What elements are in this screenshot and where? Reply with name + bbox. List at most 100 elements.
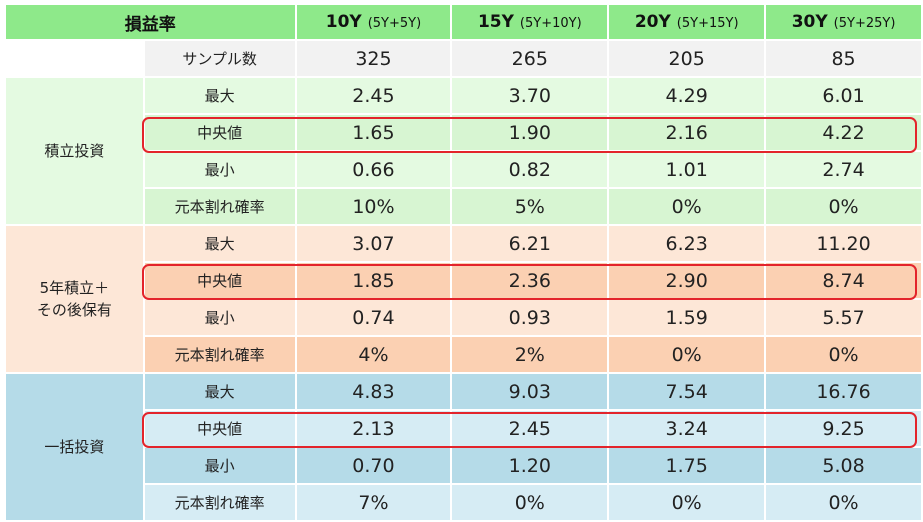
- table-row: 元本割れ確率 7% 0% 0% 0%: [6, 485, 921, 520]
- row-label: サンプル数: [144, 41, 295, 76]
- header-col-name: 30Y: [791, 12, 828, 32]
- cell-value: 5.57: [766, 300, 921, 335]
- header-col-15y: 15Y (5Y+10Y): [452, 5, 608, 39]
- row-label: 元本割れ確率: [144, 485, 295, 520]
- cell-value: 1.90: [452, 115, 608, 150]
- cell-value: 11.20: [766, 226, 921, 261]
- row-label: 中央値: [144, 411, 295, 446]
- cell-value: 1.85: [296, 263, 451, 298]
- cell-value: 2%: [452, 337, 608, 372]
- table-row: 最小 0.70 1.20 1.75 5.08: [6, 448, 921, 483]
- sample-count-row: サンプル数 325 265 205 85: [6, 41, 921, 76]
- cell-value: 205: [609, 41, 765, 76]
- table-row: 一括投資 最大 4.83 9.03 7.54 16.76: [6, 374, 921, 520]
- row-label: 中央値: [144, 263, 295, 298]
- cell-value: 5%: [452, 189, 608, 224]
- cell-value: 325: [296, 41, 451, 76]
- header-col-30y: 30Y (5Y+25Y): [766, 5, 921, 39]
- row-label: 元本割れ確率: [144, 189, 295, 224]
- table-row: 最小 0.66 0.82 1.01 2.74: [6, 152, 921, 187]
- row-label: 最小: [144, 300, 295, 335]
- cell-value: 2.16: [609, 115, 765, 150]
- row-label: 元本割れ確率: [144, 337, 295, 372]
- table-row: 5年積立＋ その後保有 最大 3.07 6.21 6.23 11.20: [6, 226, 921, 372]
- cell-value: 16.76: [766, 374, 921, 409]
- header-row: 損益率 10Y (5Y+5Y) 15Y (5Y+10Y) 20Y (5Y+15Y) 3…: [6, 5, 921, 39]
- cell-value: 0%: [452, 485, 608, 520]
- cell-value: 1.01: [609, 152, 765, 187]
- row-label: 最大: [144, 78, 295, 113]
- cell-value: 3.07: [296, 226, 451, 261]
- header-col-name: 15Y: [477, 12, 514, 32]
- cell-value: 0.74: [296, 300, 451, 335]
- cell-value: 6.01: [766, 78, 921, 113]
- header-metric-label: 損益率: [6, 5, 295, 39]
- group-label-line: 5年積立＋: [39, 279, 110, 297]
- cell-value: 0%: [609, 485, 765, 520]
- cell-value: 4.83: [296, 374, 451, 409]
- cell-value: 0.66: [296, 152, 451, 187]
- cell-value: 4.29: [609, 78, 765, 113]
- header-col-name: 10Y: [325, 12, 362, 32]
- cell-value: 1.20: [452, 448, 608, 483]
- header-col-name: 20Y: [634, 12, 671, 32]
- cell-value: 0.70: [296, 448, 451, 483]
- group-label-lump-sum: 一括投資: [6, 374, 143, 520]
- cell-value: 2.13: [296, 411, 451, 446]
- cell-value: 2.45: [296, 78, 451, 113]
- table-row: 元本割れ確率 4% 2% 0% 0%: [6, 337, 921, 372]
- row-label: 最大: [144, 226, 295, 261]
- cell-value: 10%: [296, 189, 451, 224]
- header-col-sub: (5Y+15Y): [676, 16, 739, 31]
- cell-value: 1.75: [609, 448, 765, 483]
- group-label-5y-tsumitate-hold: 5年積立＋ その後保有: [6, 226, 143, 372]
- header-col-sub: (5Y+10Y): [519, 16, 582, 31]
- cell-value: 6.21: [452, 226, 608, 261]
- cell-value: 0%: [766, 189, 921, 224]
- cell-value: 8.74: [766, 263, 921, 298]
- group-label-tsumitate: 積立投資: [6, 78, 143, 224]
- cell-value: 2.74: [766, 152, 921, 187]
- group-label-line: その後保有: [36, 301, 112, 319]
- empty-cell: [6, 41, 143, 76]
- row-label: 最小: [144, 152, 295, 187]
- cell-value: 85: [766, 41, 921, 76]
- row-label: 最大: [144, 374, 295, 409]
- cell-value: 4%: [296, 337, 451, 372]
- cell-value: 2.90: [609, 263, 765, 298]
- cell-value: 0%: [766, 485, 921, 520]
- cell-value: 7.54: [609, 374, 765, 409]
- table-row: 中央値 1.85 2.36 2.90 8.74: [6, 263, 921, 298]
- cell-value: 265: [452, 41, 608, 76]
- cell-value: 7%: [296, 485, 451, 520]
- cell-value: 9.25: [766, 411, 921, 446]
- cell-value: 2.36: [452, 263, 608, 298]
- header-col-10y: 10Y (5Y+5Y): [296, 5, 451, 39]
- cell-value: 4.22: [766, 115, 921, 150]
- cell-value: 3.70: [452, 78, 608, 113]
- cell-value: 0%: [766, 337, 921, 372]
- table-row: 元本割れ確率 10% 5% 0% 0%: [6, 189, 921, 224]
- row-label: 最小: [144, 448, 295, 483]
- cell-value: 0.82: [452, 152, 608, 187]
- cell-value: 2.45: [452, 411, 608, 446]
- cell-value: 3.24: [609, 411, 765, 446]
- row-label: 中央値: [144, 115, 295, 150]
- cell-value: 1.59: [609, 300, 765, 335]
- header-col-sub: (5Y+5Y): [367, 16, 422, 31]
- cell-value: 1.65: [296, 115, 451, 150]
- table-row: 中央値 2.13 2.45 3.24 9.25: [6, 411, 921, 446]
- cell-value: 0%: [609, 189, 765, 224]
- cell-value: 9.03: [452, 374, 608, 409]
- cell-value: 0.93: [452, 300, 608, 335]
- header-col-20y: 20Y (5Y+15Y): [609, 5, 765, 39]
- cell-value: 0%: [609, 337, 765, 372]
- cell-value: 6.23: [609, 226, 765, 261]
- cell-value: 5.08: [766, 448, 921, 483]
- table-row: 積立投資 最大 2.45 3.70 4.29 6.01: [6, 78, 921, 224]
- table-row: 最小 0.74 0.93 1.59 5.57: [6, 300, 921, 335]
- header-col-sub: (5Y+25Y): [833, 16, 896, 31]
- table-row: 中央値 1.65 1.90 2.16 4.22: [6, 115, 921, 150]
- returns-table: 損益率 10Y (5Y+5Y) 15Y (5Y+10Y) 20Y (5Y+15Y) 3…: [4, 3, 923, 522]
